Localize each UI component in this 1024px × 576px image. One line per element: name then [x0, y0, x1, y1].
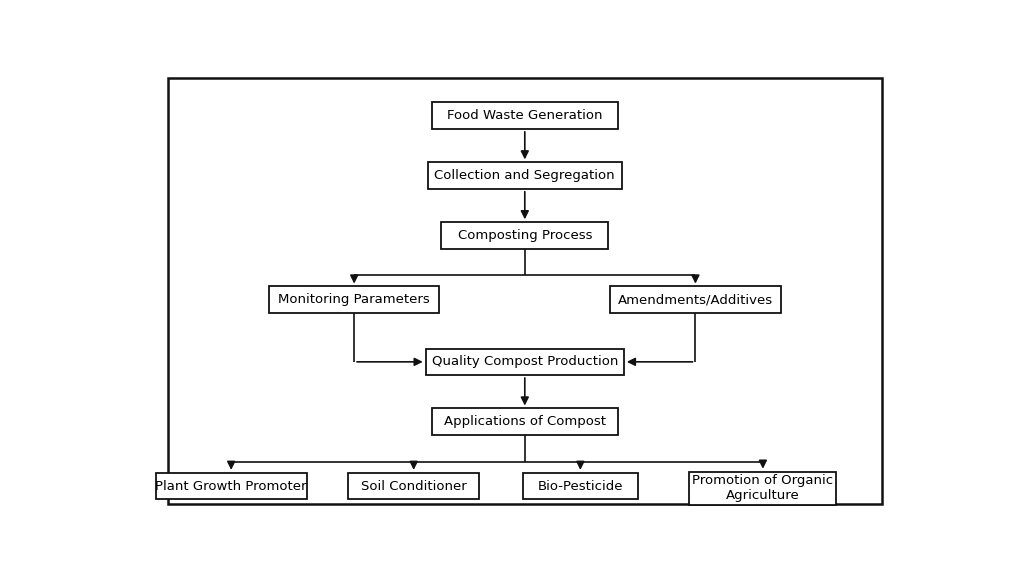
Bar: [156, 473, 306, 499]
Text: Promotion of Organic
Agriculture: Promotion of Organic Agriculture: [692, 474, 834, 502]
Text: Monitoring Parameters: Monitoring Parameters: [279, 293, 430, 306]
Bar: [689, 472, 837, 505]
Bar: [431, 408, 618, 435]
Text: Soil Conditioner: Soil Conditioner: [360, 480, 467, 492]
Text: Food Waste Generation: Food Waste Generation: [447, 109, 602, 122]
Bar: [426, 348, 624, 375]
Bar: [428, 162, 622, 189]
Bar: [431, 103, 618, 129]
Bar: [610, 286, 780, 313]
Text: Collection and Segregation: Collection and Segregation: [434, 169, 615, 182]
Bar: [348, 473, 479, 499]
Bar: [523, 473, 638, 499]
Text: Plant Growth Promoter: Plant Growth Promoter: [156, 480, 307, 492]
Text: Amendments/Additives: Amendments/Additives: [617, 293, 773, 306]
Text: Composting Process: Composting Process: [458, 229, 592, 242]
Text: Bio-Pesticide: Bio-Pesticide: [538, 480, 623, 492]
Text: Quality Compost Production: Quality Compost Production: [431, 355, 618, 368]
Bar: [441, 222, 608, 249]
Text: Applications of Compost: Applications of Compost: [443, 415, 606, 428]
Bar: [269, 286, 439, 313]
